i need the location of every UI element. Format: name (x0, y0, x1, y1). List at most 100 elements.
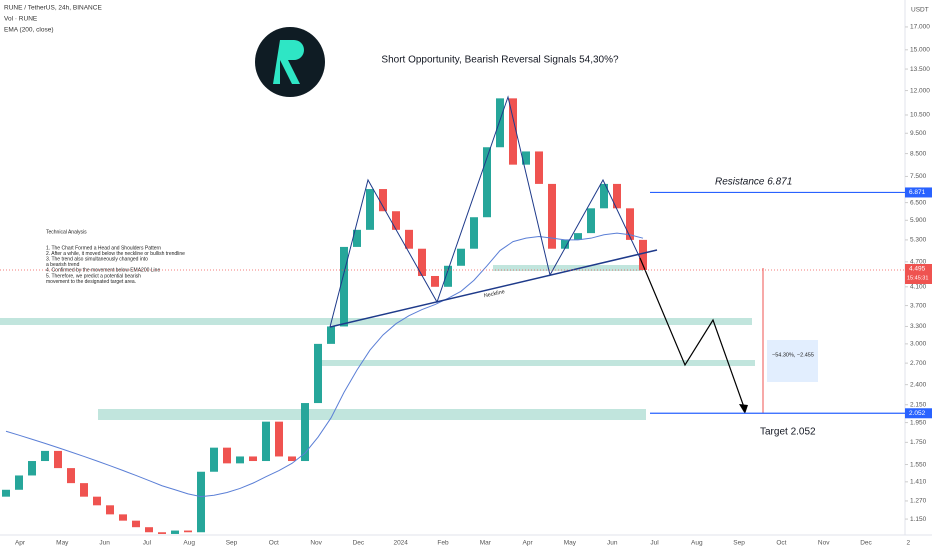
logo (255, 27, 325, 97)
x-tick-label: Jul (143, 540, 152, 547)
analysis-line: 4. Confirmed by the movement below EMA20… (46, 268, 160, 274)
candle-body (561, 239, 569, 249)
x-tick-label: Sep (226, 540, 238, 547)
x-tick-label: Oct (776, 540, 786, 547)
candle-body (587, 208, 595, 234)
currency: USDT (911, 7, 929, 14)
candle-body (405, 229, 413, 249)
candle-body (379, 189, 387, 212)
annotation: Target 2.052 (760, 427, 816, 438)
candle-body (314, 343, 322, 404)
price-label: 4.495 (909, 266, 926, 273)
countdown: 15:45:31 (907, 275, 928, 281)
y-tick-label: 5.300 (910, 237, 927, 244)
y-tick-label: 3.300 (910, 323, 927, 330)
candle-body (288, 456, 296, 462)
analysis-line: 3. The trend also simultaneously changed… (46, 257, 148, 263)
support-zone (0, 318, 752, 325)
x-tick-label: Jun (607, 540, 618, 547)
x-tick-label: Aug (691, 540, 703, 547)
x-tick-label: Sep (733, 540, 745, 547)
candle-body (54, 450, 62, 469)
chart-title: Short Opportunity, Bearish Reversal Sign… (381, 55, 619, 66)
candle-body (236, 456, 244, 464)
y-tick-label: 1.750 (910, 439, 927, 446)
price-box (905, 263, 932, 284)
candle-body (418, 248, 426, 276)
candle-body (626, 208, 634, 240)
marks (2, 98, 647, 534)
pattern-line (329, 95, 641, 328)
y-tick-label: 4.100 (910, 284, 927, 291)
candle-body (184, 530, 192, 533)
candle-body (132, 520, 140, 528)
header: RUNE / TetherUS, 24h, BINANCE (4, 5, 102, 12)
candle-body (41, 450, 49, 462)
analysis-line: movement to the designated target area. (46, 279, 136, 285)
candle-body (171, 530, 179, 534)
y-tick-label: 17.000 (910, 24, 930, 31)
y-tick-label: 10.500 (910, 112, 930, 119)
support-zone (322, 360, 755, 366)
candle-body (600, 183, 608, 209)
y-tick-label: 1.410 (910, 479, 927, 486)
candle-body (340, 246, 348, 327)
y-tick-label: 3.700 (910, 302, 927, 309)
candle-body (223, 447, 231, 464)
x-tick-label: Mar (480, 540, 492, 547)
x-tick-label: Dec (860, 540, 872, 547)
candle-body (262, 421, 270, 462)
neckline (329, 249, 658, 328)
y-tick-label: 1.550 (910, 461, 927, 468)
y-tick-label: 13.500 (910, 66, 930, 73)
analysis-line: a bearish trend (46, 262, 80, 268)
y-tick-label: 3.000 (910, 341, 927, 348)
y-tick-label: 12.000 (910, 87, 930, 94)
ema-line (5, 232, 644, 498)
arrow-head (739, 404, 748, 414)
y-tick-label: 9.500 (910, 130, 927, 137)
candle-body (28, 461, 36, 476)
y-tick-label: 6.500 (910, 199, 927, 206)
x-tick-label: Dec (353, 540, 365, 547)
support-zone (98, 409, 646, 420)
candle-body (158, 532, 166, 534)
x-tick-label: Nov (818, 540, 830, 547)
x-tick-label: Apr (523, 540, 534, 547)
annotation: Resistance 6.871 (715, 177, 792, 188)
price-box (905, 187, 932, 198)
header: Vol · RUNE (4, 16, 38, 23)
analysis-title: Technical Analysis (46, 229, 87, 235)
logo-letter (273, 40, 304, 84)
x-tick-label: Aug (183, 540, 195, 547)
candle-body (93, 496, 101, 506)
candle-body (249, 456, 257, 462)
x-tick-label: May (564, 540, 577, 547)
candle-body (522, 151, 530, 165)
candle-body (275, 421, 283, 457)
candle-body (197, 471, 205, 533)
y-tick-label: 5.900 (910, 217, 927, 224)
candle-body (67, 468, 75, 484)
annotation: Neckline (483, 289, 505, 299)
price-label: 6.871 (909, 189, 926, 196)
candle-body (483, 147, 491, 218)
price-box (905, 408, 932, 419)
candle-body (431, 275, 439, 287)
candle-body (327, 326, 335, 344)
analysis-line: 2. After a while, it moved below the nec… (46, 251, 185, 257)
x-tick-label: Apr (15, 540, 26, 547)
price-label: 2.052 (909, 410, 926, 417)
candle-body (366, 189, 374, 230)
candle-body (353, 229, 361, 247)
measure-box (767, 340, 818, 382)
candle-body (457, 248, 465, 266)
x-tick-label: Nov (310, 540, 322, 547)
x-tick-label: Jun (99, 540, 110, 547)
candle-body (509, 98, 517, 165)
support-zone (493, 265, 643, 271)
analysis-line: 5. Therefore, we predict a potential bea… (46, 273, 141, 279)
header: EMA (200, close) (4, 27, 54, 34)
candle-body (301, 403, 309, 462)
